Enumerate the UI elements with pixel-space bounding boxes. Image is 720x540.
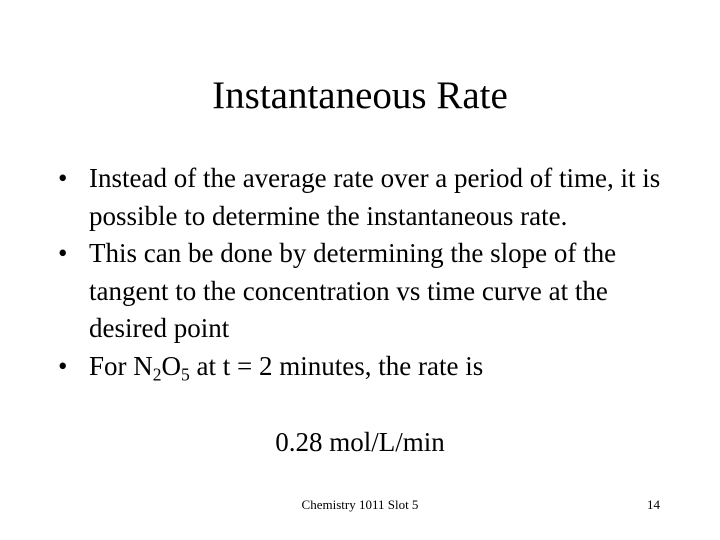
slide-title: Instantaneous Rate (212, 74, 508, 117)
bullet-text-mid: O (161, 350, 182, 381)
bullet-list: Instead of the average rate over a perio… (0, 160, 720, 385)
bullet-item: Instead of the average rate over a perio… (0, 160, 720, 235)
bullet-item: This can be done by determining the slop… (0, 235, 720, 348)
slide-footer: Chemistry 1011 Slot 5 (301, 497, 419, 512)
subscript-5: 5 (181, 363, 190, 384)
bullet-text-prefix: For N (89, 350, 153, 381)
bullet-text-suffix: at t = 2 minutes, the rate is (189, 350, 484, 381)
rate-value: 0.28 mol/L/min (275, 427, 445, 457)
subscript-2: 2 (152, 363, 162, 384)
bullet-item-n2o5: For N2O5 at t = 2 minutes, the rate is (0, 348, 720, 386)
slide-number: 14 (647, 497, 660, 512)
